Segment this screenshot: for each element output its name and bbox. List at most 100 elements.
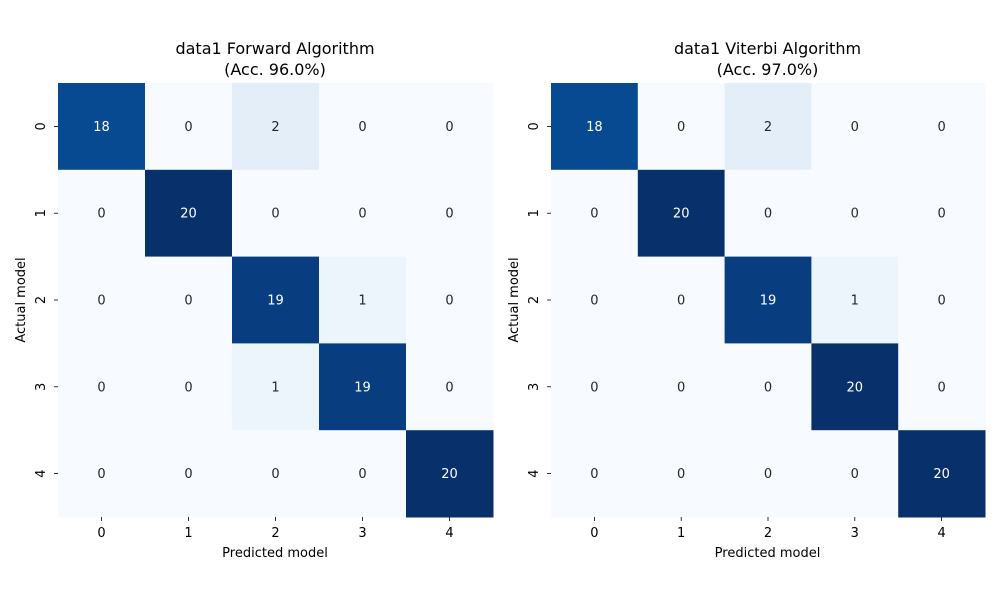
x-tick-label: 1	[184, 526, 192, 541]
cell-value-label: 0	[677, 380, 685, 395]
heatmap-cell	[406, 83, 494, 171]
heatmap-cell	[58, 343, 146, 431]
cell-value-label: 0	[937, 207, 945, 222]
chart-title-line1: data1 Forward Algorithm	[175, 39, 374, 58]
chart-title-line1: data1 Viterbi Algorithm	[674, 39, 861, 58]
cell-value-label: 0	[445, 380, 453, 395]
y-tick-label: 4	[527, 469, 542, 477]
cell-value-label: 0	[97, 294, 105, 309]
heatmap-cell	[145, 256, 233, 344]
cell-value-label: 0	[764, 467, 772, 482]
cell-value-label: 0	[590, 467, 598, 482]
heatmap-cell	[406, 430, 494, 518]
cell-value-label: 0	[271, 467, 279, 482]
x-tick-label: 4	[445, 526, 453, 541]
cell-value-label: 0	[97, 467, 105, 482]
cell-value-label: 0	[677, 294, 685, 309]
heatmap-cell	[551, 343, 639, 431]
heatmap-cell	[145, 83, 233, 171]
heatmap-cell	[319, 343, 407, 431]
cell-value-label: 0	[590, 380, 598, 395]
heatmap-cell	[319, 256, 407, 344]
cell-value-label: 1	[358, 294, 366, 309]
heatmap-cell	[811, 169, 899, 258]
cell-value-label: 0	[445, 207, 453, 222]
cell-value-label: 18	[93, 120, 110, 135]
cell-value-label: 1	[851, 294, 859, 309]
x-tick-label: 2	[764, 526, 772, 541]
x-tick-label: 0	[97, 526, 105, 541]
heatmap-cell	[406, 343, 494, 431]
x-tick-label: 1	[677, 526, 685, 541]
cell-value-label: 18	[586, 120, 603, 135]
cell-value-label: 0	[184, 294, 192, 309]
heatmap-cell	[724, 169, 812, 258]
heatmap-cell	[811, 83, 899, 171]
heatmap-cell	[898, 256, 986, 344]
heatmap-cell	[58, 83, 146, 171]
cell-value-label: 0	[184, 380, 192, 395]
cell-value-label: 0	[851, 120, 859, 135]
heatmap-cell	[811, 343, 899, 431]
cell-value-label: 0	[97, 380, 105, 395]
heatmap-cells: 18 0 2 0 00 20 0 0 00 0 19 1 00 0 1 19 00 0 0 0 20	[58, 83, 494, 518]
confusion-matrix-forward: data1 Forward Algorithm (Acc. 96.0%) Pre…	[14, 39, 494, 561]
heatmap-cell	[406, 169, 494, 258]
cell-value-label: 19	[354, 380, 371, 395]
heatmap-cell	[232, 169, 320, 258]
heatmap-cell	[724, 430, 812, 518]
cell-value-label: 0	[937, 294, 945, 309]
heatmap-cell	[319, 169, 407, 258]
cell-value-label: 0	[358, 207, 366, 222]
cell-value-label: 2	[764, 120, 772, 135]
cell-value-label: 20	[933, 467, 950, 482]
heatmap-cell	[637, 430, 726, 518]
cell-value-label: 0	[184, 467, 192, 482]
heatmap-cell	[145, 430, 233, 518]
heatmap-cell	[232, 430, 320, 518]
cell-value-label: 0	[851, 207, 859, 222]
cell-value-label: 0	[358, 120, 366, 135]
y-tick-label: 0	[527, 122, 542, 130]
y-tick-label: 2	[527, 296, 542, 304]
y-axis-label: Actual model	[14, 257, 29, 342]
x-tick-label: 0	[590, 526, 598, 541]
chart-title-line2: (Acc. 97.0%)	[717, 60, 819, 79]
heatmap-cell	[898, 430, 986, 518]
cell-value-label: 0	[97, 207, 105, 222]
cell-value-label: 0	[937, 120, 945, 135]
cell-value-label: 0	[937, 380, 945, 395]
heatmap-cell	[551, 83, 639, 171]
heatmap-cell	[724, 83, 812, 171]
heatmap-cell	[637, 169, 726, 258]
y-tick-label: 0	[34, 122, 49, 130]
heatmap-cell	[551, 430, 639, 518]
heatmap-cell	[898, 169, 986, 258]
cell-value-label: 0	[590, 294, 598, 309]
cell-value-label: 0	[271, 207, 279, 222]
heatmap-cell	[319, 83, 407, 171]
cell-value-label: 0	[445, 120, 453, 135]
heatmap-cell	[232, 83, 320, 171]
heatmap-cell	[232, 343, 320, 431]
cell-value-label: 0	[677, 120, 685, 135]
heatmap-cell	[232, 256, 320, 344]
x-tick-label: 4	[937, 526, 945, 541]
y-tick-label: 3	[34, 383, 49, 391]
heatmap-cell	[724, 256, 812, 344]
heatmap-cell	[811, 256, 899, 344]
y-tick-label: 3	[527, 383, 542, 391]
heatmap-cell	[58, 169, 146, 258]
cell-value-label: 0	[851, 467, 859, 482]
heatmap-cells: 18 0 2 0 00 20 0 0 00 0 19 1 00 0 0 20 00 0 0 0 20	[551, 83, 986, 518]
cell-value-label: 0	[445, 294, 453, 309]
y-tick-label: 1	[34, 209, 49, 217]
y-axis-label: Actual model	[507, 257, 522, 342]
cell-value-label: 20	[673, 207, 690, 222]
chart-title-line2: (Acc. 96.0%)	[224, 60, 326, 79]
cell-value-label: 0	[590, 207, 598, 222]
heatmap-cell	[724, 343, 812, 431]
cell-value-label: 20	[847, 380, 864, 395]
heatmap-cell	[551, 256, 639, 344]
